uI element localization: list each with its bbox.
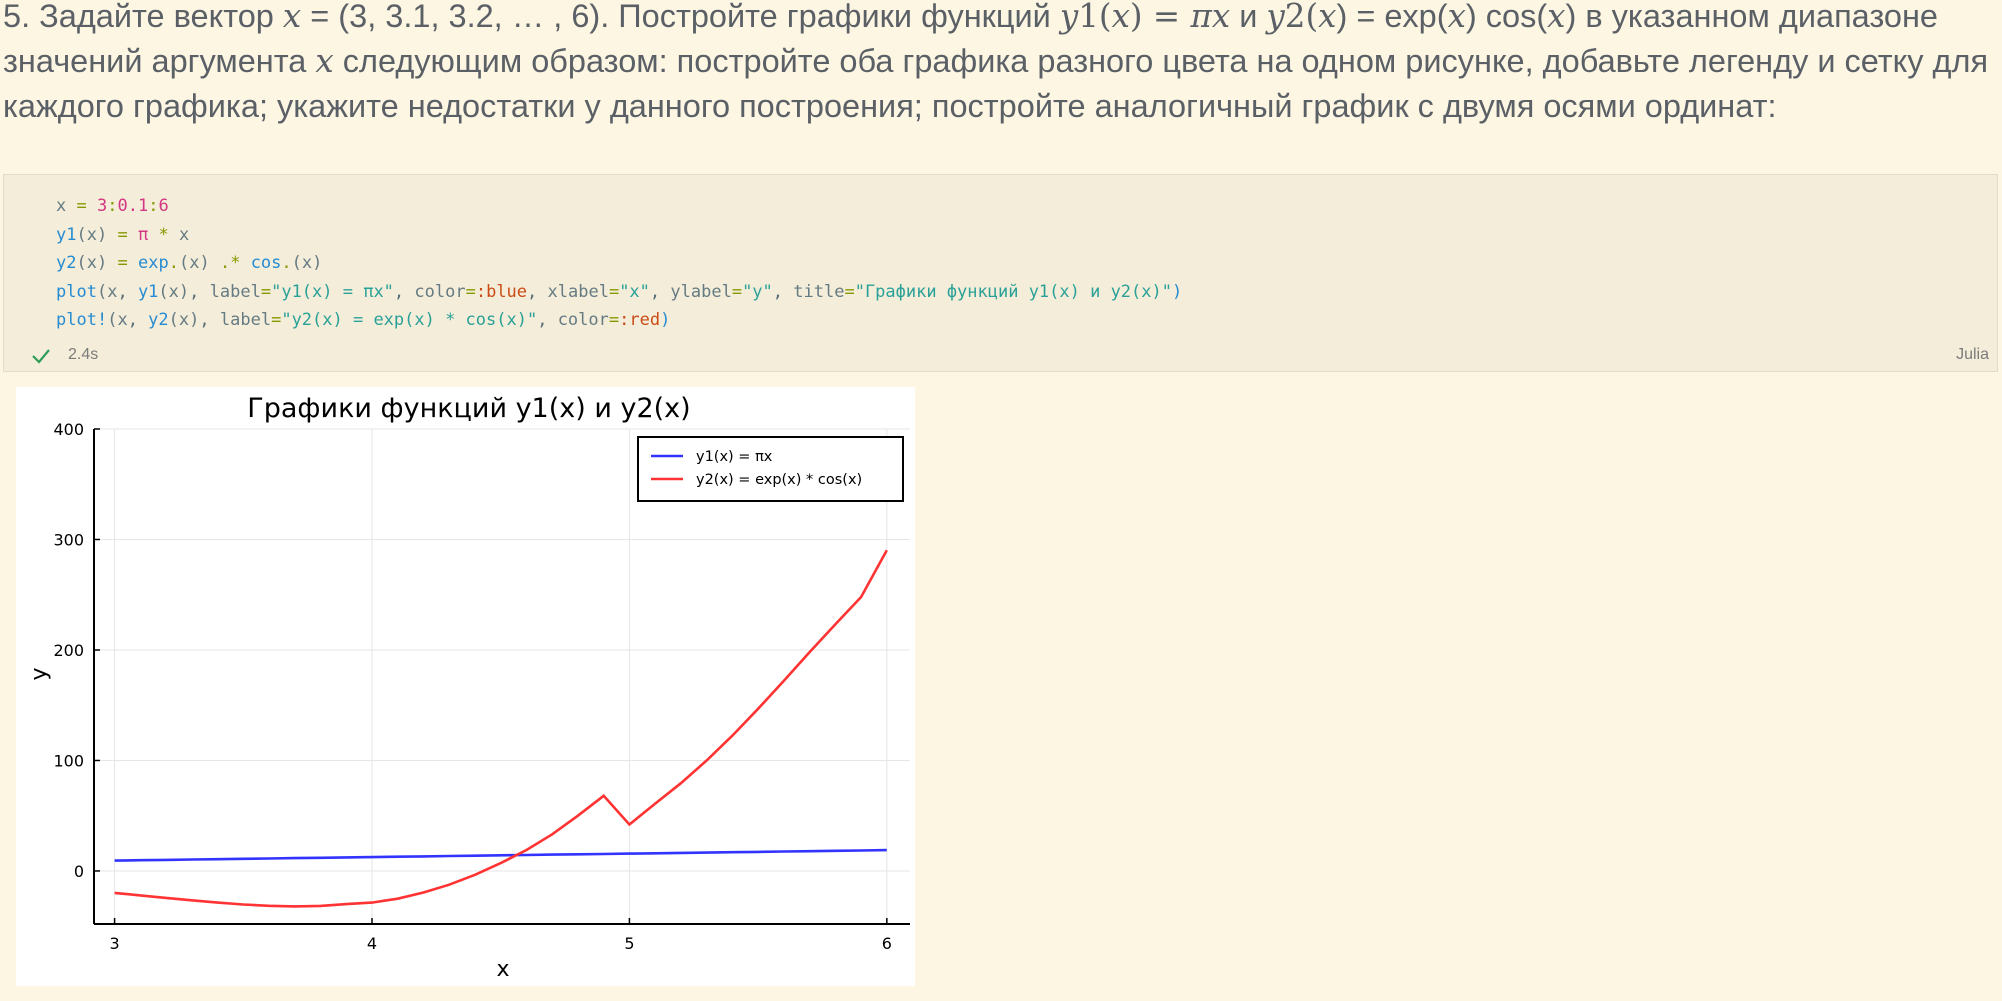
chart-title: Графики функций y1(x) и y2(x) bbox=[247, 393, 690, 424]
x-tick-label: 6 bbox=[882, 934, 892, 953]
code-line[interactable]: y1(x) = π * x bbox=[56, 224, 190, 245]
code-line[interactable]: plot(x, y1(x), label="y1(x) = πx", color… bbox=[56, 281, 1183, 302]
y-tick-label: 400 bbox=[53, 420, 84, 439]
execution-time: 2.4s bbox=[68, 346, 99, 363]
y-tick-label: 200 bbox=[53, 641, 84, 660]
x-axis-label: x bbox=[496, 957, 509, 982]
y-tick-label: 300 bbox=[53, 530, 84, 549]
series-line-2 bbox=[114, 549, 888, 908]
y-tick-label: 100 bbox=[53, 751, 84, 770]
task-line-3: каждого графика; укажите недостатки у да… bbox=[3, 88, 1777, 124]
y-tick-label: 0 bbox=[74, 862, 84, 881]
cell-language[interactable]: Julia bbox=[1956, 346, 1989, 363]
plot-output: 3 4 5 6 0 100 200 300 400 Графики функций y1(x) и… bbox=[16, 387, 915, 986]
code-line[interactable]: y2(x) = exp.(x) .* cos.(x) bbox=[56, 253, 323, 274]
series-line-1 bbox=[114, 848, 887, 862]
task-description: 5. Задайте вектор x = (3, 3.1, 3.2, … , … bbox=[3, 0, 1998, 129]
x-tick-label: 5 bbox=[624, 934, 634, 953]
task-line-2: значений аргумента x следующим образом: … bbox=[3, 42, 1989, 80]
legend-label: y2(x) = exp(x) * cos(x) bbox=[696, 472, 862, 488]
y-axis-label: y bbox=[27, 667, 52, 680]
code-line[interactable]: plot!(x, y2(x), label="y2(x) = exp(x) * … bbox=[56, 310, 671, 331]
task-line-1: 5. Задайте вектор x = (3, 3.1, 3.2, … , … bbox=[3, 0, 1939, 35]
code-cell[interactable]: x = 3:0.1:6 y1(x) = π * x y2(x) = exp.(x… bbox=[3, 174, 1998, 372]
legend-label: y1(x) = πx bbox=[696, 449, 773, 465]
code-line[interactable]: x = 3:0.1:6 bbox=[56, 196, 169, 216]
code-editor[interactable]: x = 3:0.1:6 y1(x) = π * x y2(x) = exp.(x… bbox=[56, 192, 1182, 335]
x-tick-label: 4 bbox=[367, 934, 377, 953]
x-tick-label: 3 bbox=[109, 934, 119, 953]
checkmark-icon bbox=[32, 349, 50, 364]
legend-box bbox=[637, 436, 904, 502]
chart: 3 4 5 6 0 100 200 300 400 Графики функций y1(x) и… bbox=[27, 393, 910, 982]
